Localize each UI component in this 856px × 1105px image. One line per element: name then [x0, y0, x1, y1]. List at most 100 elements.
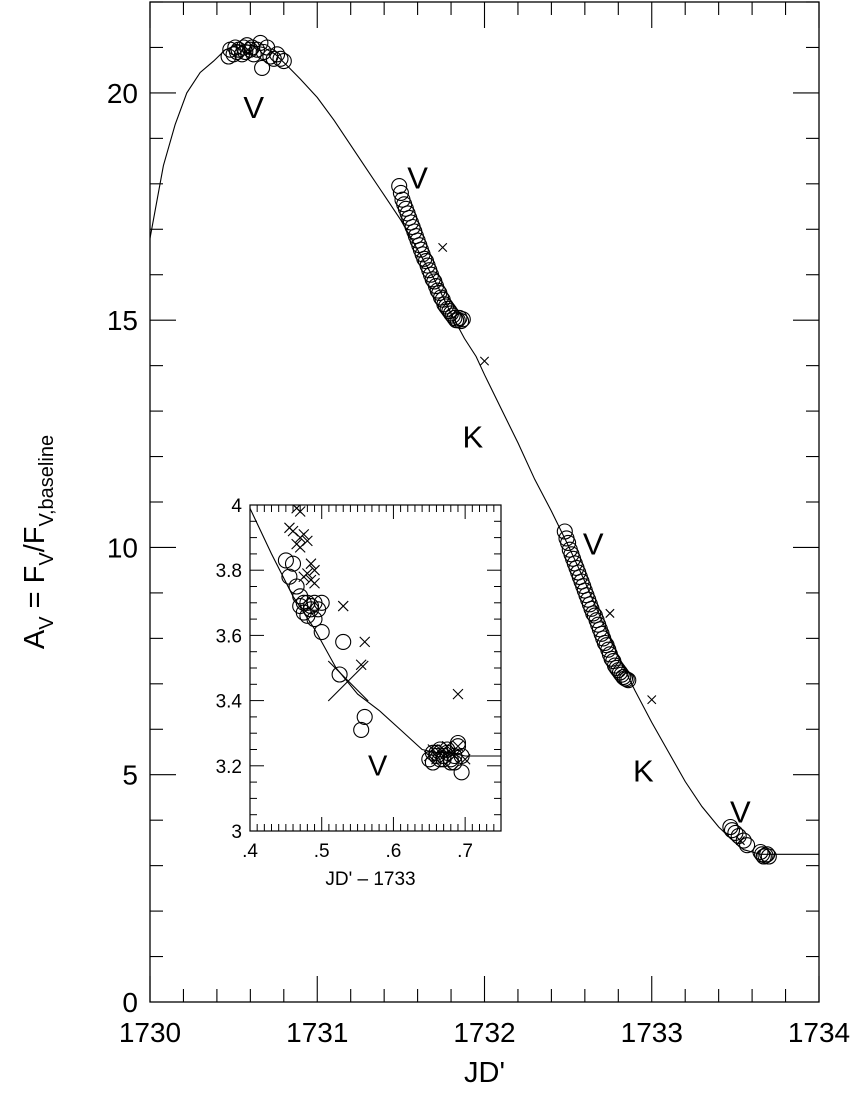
main-ticks-layer — [149, 1, 820, 1003]
main-panel: V V K V K V 1730 1731 1732 1733 1734 0 5 10 15 20 JD'… — [19, 1, 850, 1089]
y-axis-title: AV = FV/FV,baseline — [19, 435, 58, 649]
inset-ticks-layer — [249, 504, 502, 832]
inset-cross-marker — [327, 660, 369, 702]
main-y-tick-label: 0 — [122, 987, 138, 1018]
inset-data-point-x — [452, 740, 464, 752]
inset-background — [250, 505, 501, 831]
main-data-point — [560, 534, 577, 551]
inset-x-tick-label: .7 — [457, 841, 473, 862]
inset-data-point-x — [438, 744, 450, 755]
inset-data-point-circle — [331, 666, 348, 683]
main-x-tick-label: 1732 — [453, 1017, 515, 1048]
main-data-point — [444, 307, 461, 324]
inset-data-point-x — [355, 659, 367, 671]
main-special-markers-layer — [247, 49, 745, 846]
main-data-point — [735, 832, 752, 849]
main-annotations-layer: V V K V K V — [243, 90, 751, 830]
main-x-tick-label: 1733 — [621, 1017, 683, 1048]
inset-y-tick-label: 3.6 — [216, 626, 242, 647]
inset-data-point-x — [423, 750, 435, 762]
main-data-point — [429, 282, 446, 299]
inset-y-tick-labels: 3 3.2 3.4 3.6 3.8 4 — [216, 496, 243, 843]
main-data-point — [575, 578, 592, 595]
inset-data-point-circle — [288, 578, 305, 595]
y-axis-title-sub-v2: V — [36, 552, 58, 566]
main-data-point — [620, 672, 637, 689]
inset-y-tick-label: 3.2 — [216, 757, 242, 778]
main-x-tick-label: 1730 — [119, 1017, 181, 1048]
y-axis-title-sub-baseline: V,baseline — [36, 435, 58, 527]
inset-data-point-x — [298, 571, 310, 583]
main-data-point — [618, 671, 635, 688]
main-data-point — [411, 237, 428, 254]
inset-data-point-circle — [449, 738, 467, 755]
main-data-point — [254, 59, 271, 76]
inset-annotation: V — [368, 751, 388, 783]
y-axis-title-sub-v1: V — [36, 616, 58, 630]
main-data-point — [406, 223, 423, 240]
inset-data-points-layer — [277, 505, 471, 781]
inset-y-tick-label: 3 — [231, 822, 242, 843]
main-x-tick-labels: 1730 1731 1732 1733 1734 — [119, 1017, 850, 1048]
inset-data-point-circle — [353, 721, 370, 738]
y-axis-title-slash-f: /F — [19, 526, 51, 552]
inset-x-tick-labels: .4 .5 .6 .7 — [242, 841, 473, 862]
inset-data-point-x — [452, 688, 464, 700]
main-y-tick-label: 5 — [122, 760, 138, 791]
inset-data-point-x — [305, 558, 317, 570]
main-data-point — [272, 50, 289, 67]
main-annotation: V — [730, 795, 751, 830]
main-y-tick-label: 10 — [107, 533, 138, 564]
main-data-point — [759, 846, 776, 863]
inset-data-point-circle — [313, 594, 330, 611]
main-annotation: V — [243, 90, 264, 125]
inset-data-point-circle — [356, 708, 373, 725]
inset-y-tick-label: 3.8 — [216, 561, 242, 582]
main-data-point — [275, 53, 292, 70]
main-data-point — [399, 205, 416, 222]
inset-data-point-circle — [335, 633, 352, 650]
main-data-point — [556, 523, 573, 540]
main-data-point — [392, 184, 409, 201]
main-data-point — [391, 178, 408, 195]
main-cross-marker — [479, 356, 490, 366]
main-data-point — [615, 668, 632, 686]
main-x-tick-label: 1734 — [788, 1017, 850, 1048]
main-data-point — [752, 843, 769, 861]
inset-data-point-x — [459, 753, 471, 765]
main-data-point — [730, 828, 747, 845]
main-y-tick-labels: 0 5 10 15 20 — [107, 78, 138, 1018]
main-data-point — [755, 848, 772, 865]
main-annotation: K — [633, 754, 654, 789]
inset-y-tick-label: 3.4 — [216, 692, 243, 713]
main-x-tick-label: 1731 — [286, 1017, 348, 1048]
inset-x-tick-label: .6 — [385, 841, 401, 862]
inset-data-point-x — [294, 541, 306, 553]
main-data-point — [723, 822, 741, 839]
inset-annotations-layer: V — [368, 751, 388, 783]
main-cross-marker — [438, 242, 448, 253]
main-y-tick-label: 15 — [107, 305, 138, 336]
inset-data-point-x — [359, 636, 371, 648]
inset-data-point-x — [309, 577, 320, 589]
main-data-point — [269, 46, 286, 63]
inset-data-point-circle — [284, 555, 302, 572]
inset-x-axis-title: JD' – 1733 — [325, 869, 415, 890]
y-axis-title-eq-f: = F — [19, 566, 51, 617]
inset-x-tick-label: .4 — [242, 841, 258, 862]
main-data-point — [265, 50, 282, 67]
inset-data-point-circle — [295, 604, 312, 621]
inset-data-point-x — [427, 744, 439, 755]
y-axis-title-a: A — [19, 629, 51, 649]
inset-x-tick-label: .5 — [314, 841, 330, 862]
main-cross-marker — [735, 836, 745, 846]
inset-special-markers-layer — [327, 660, 369, 702]
inset-data-point-circle — [277, 552, 294, 569]
main-data-point — [722, 818, 739, 836]
main-annotation: V — [407, 160, 428, 195]
inset-data-point-x — [431, 753, 442, 765]
x-axis-title: JD' — [464, 1057, 505, 1089]
main-data-point — [453, 313, 470, 330]
main-cross-marker — [605, 608, 615, 618]
main-cross-marker — [647, 695, 657, 705]
